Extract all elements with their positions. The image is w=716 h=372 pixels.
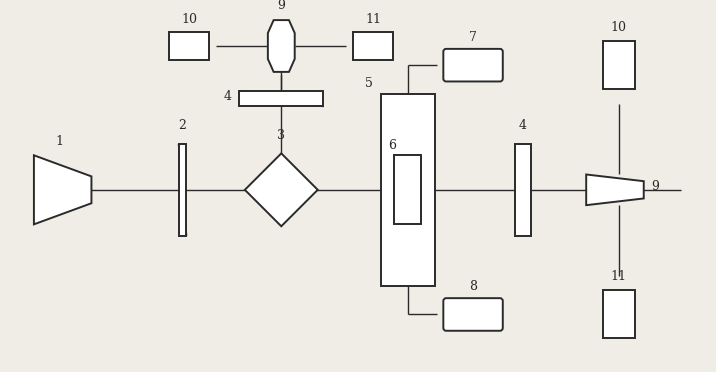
Polygon shape xyxy=(516,144,531,236)
Text: 4: 4 xyxy=(223,90,231,103)
Text: 7: 7 xyxy=(469,31,477,44)
Text: 2: 2 xyxy=(178,119,186,132)
Bar xyxy=(353,32,394,60)
Text: 10: 10 xyxy=(181,13,197,26)
Text: 9: 9 xyxy=(277,0,285,12)
Bar xyxy=(602,41,635,89)
Text: 1: 1 xyxy=(56,135,64,148)
Text: 11: 11 xyxy=(365,13,382,26)
Text: 10: 10 xyxy=(611,20,626,33)
Bar xyxy=(602,291,635,339)
FancyBboxPatch shape xyxy=(443,298,503,331)
Text: 9: 9 xyxy=(652,180,659,193)
FancyBboxPatch shape xyxy=(443,49,503,81)
Polygon shape xyxy=(586,174,644,205)
Polygon shape xyxy=(179,144,186,236)
Text: 3: 3 xyxy=(277,129,285,142)
Text: 11: 11 xyxy=(611,270,626,283)
Text: 5: 5 xyxy=(365,77,373,90)
Bar xyxy=(381,94,435,286)
Text: 6: 6 xyxy=(388,140,397,153)
Polygon shape xyxy=(268,20,295,72)
Polygon shape xyxy=(34,155,92,224)
Bar xyxy=(169,32,209,60)
Polygon shape xyxy=(245,153,318,226)
Polygon shape xyxy=(239,91,324,106)
Text: 4: 4 xyxy=(519,119,527,132)
Bar xyxy=(395,155,421,224)
Text: 8: 8 xyxy=(469,280,477,294)
